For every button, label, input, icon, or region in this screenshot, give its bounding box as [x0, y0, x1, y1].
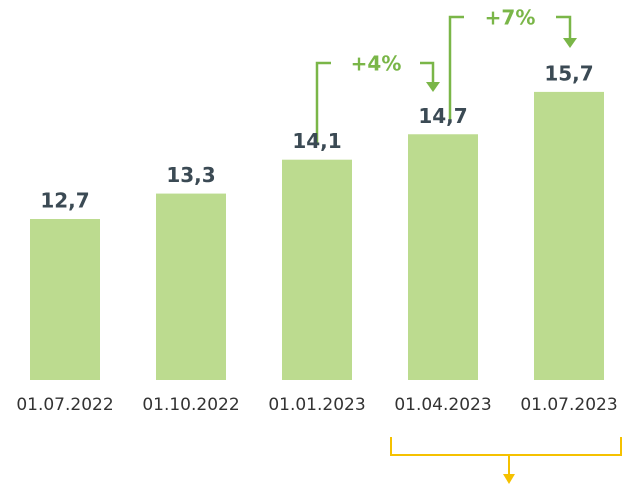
x-tick-label: 01.07.2022: [16, 395, 113, 415]
x-tick-label: 01.10.2022: [142, 395, 239, 415]
arrow-head: [563, 38, 577, 48]
bar: [282, 159, 352, 380]
annotation: +4%: [351, 52, 402, 76]
value-label: 13,3: [166, 163, 215, 187]
value-label: 12,7: [40, 189, 89, 213]
annotation: +7%: [485, 6, 536, 30]
growth-arrow: [448, 15, 572, 120]
x-tick-label: 01.01.2023: [268, 395, 365, 415]
growth-arrow: [315, 61, 435, 145]
bar: [534, 91, 604, 380]
bar: [156, 193, 226, 380]
bar: [30, 219, 100, 380]
arrow-head: [426, 82, 440, 92]
bar: [408, 134, 478, 380]
value-label: 15,7: [544, 61, 593, 85]
value-label: 14,1: [292, 129, 341, 153]
value-label: 14,7: [418, 104, 467, 128]
x-tick-label: 01.07.2023: [520, 395, 617, 415]
bracket: [390, 437, 622, 476]
bracket-arrow: [503, 474, 515, 484]
x-tick-label: 01.04.2023: [394, 395, 491, 415]
